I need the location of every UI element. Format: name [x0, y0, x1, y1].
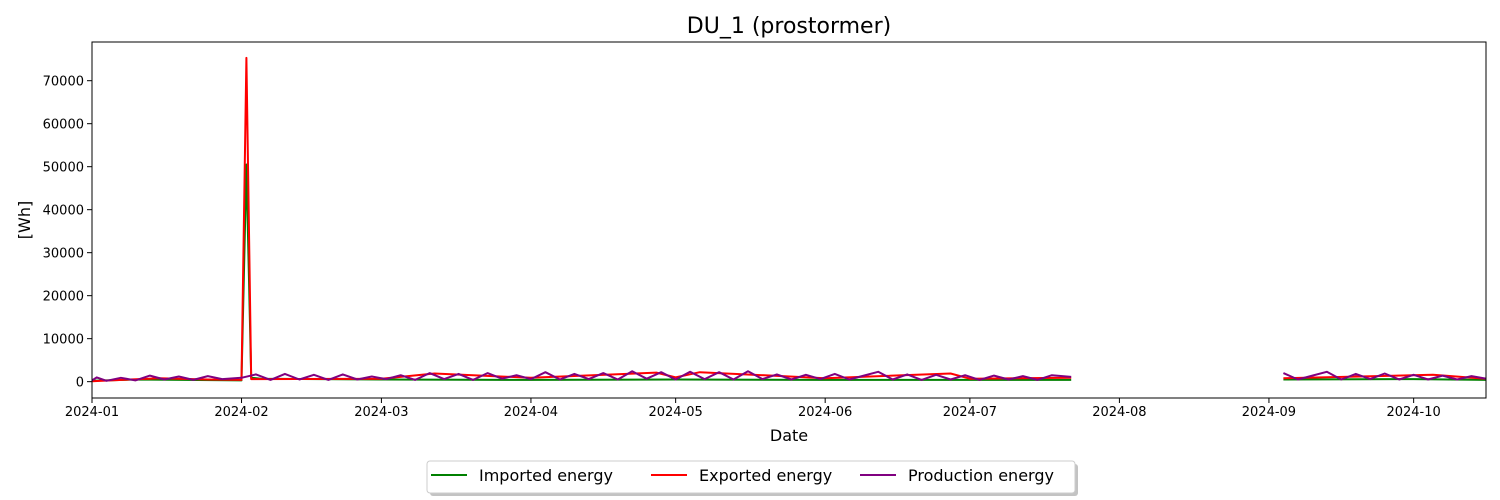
y-tick-label: 20000: [43, 290, 84, 305]
series-line-2: [92, 56, 1486, 383]
legend-label-2: Exported energy: [699, 466, 832, 485]
y-tick-label: 10000: [43, 333, 84, 348]
legend-label-3: Production energy: [908, 466, 1054, 485]
x-tick-label: 2024-04: [504, 405, 558, 420]
y-axis-label: [Wh]: [15, 201, 34, 239]
series-layer: [92, 56, 1486, 383]
y-tick-label: 70000: [43, 75, 84, 90]
plot-frame: [91, 41, 1487, 399]
x-tick-label: 2024-02: [214, 405, 268, 420]
y-tick-label: 60000: [43, 118, 84, 133]
legend-box: [426, 460, 1076, 494]
x-axis: 2024-01 2024-02 2024-03 2024-04 2024-05 2024-…: [65, 398, 1441, 420]
legend-label-1: Imported energy: [479, 466, 613, 485]
y-tick-label: 30000: [43, 247, 84, 262]
x-tick-label: 2024-03: [354, 405, 408, 420]
x-tick-label: 2024-09: [1242, 405, 1296, 420]
series-line-1: [92, 163, 1486, 382]
x-tick-label: 2024-01: [65, 405, 119, 420]
y-tick-label: 0: [76, 376, 84, 391]
y-tick-label: 50000: [43, 161, 84, 176]
y-axis: 0 10000 20000 30000 40000 50000 60000 70000: [43, 75, 92, 391]
legend: Imported energy Exported energy Production…: [426, 460, 1078, 496]
x-tick-label: 2024-08: [1092, 405, 1146, 420]
x-tick-label: 2024-10: [1386, 405, 1440, 420]
y-tick-label: 40000: [43, 204, 84, 219]
x-tick-label: 2024-05: [648, 405, 702, 420]
x-axis-label: Date: [770, 426, 808, 445]
x-tick-label: 2024-06: [798, 405, 852, 420]
chart-title: DU_1 (prostormer): [687, 14, 891, 39]
x-tick-label: 2024-07: [943, 405, 997, 420]
series-line-3: [92, 370, 1486, 382]
